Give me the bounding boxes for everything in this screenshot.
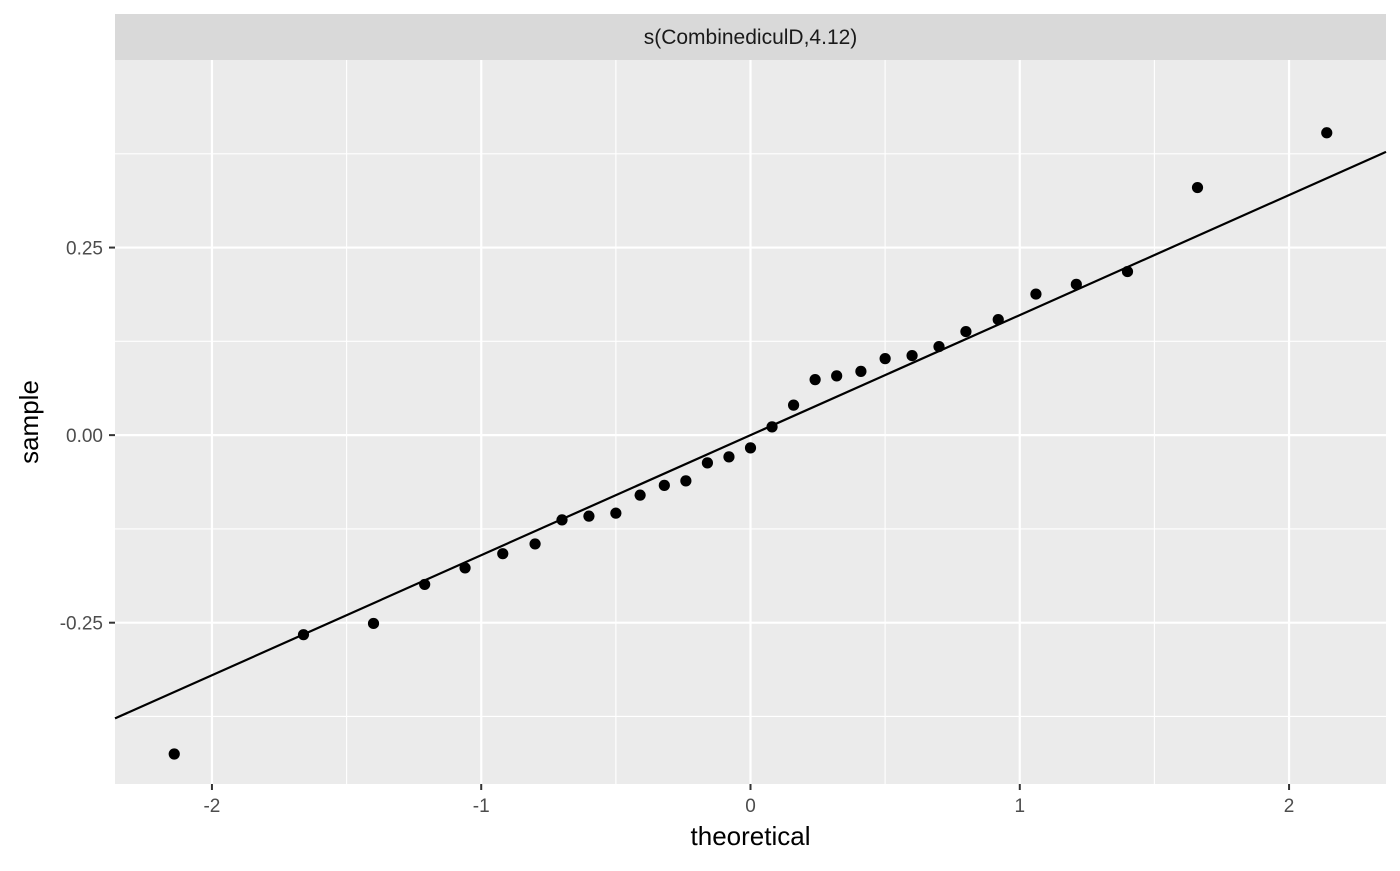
data-point — [1070, 278, 1082, 290]
data-point — [556, 514, 568, 526]
data-point — [933, 340, 945, 353]
data-point — [787, 399, 800, 411]
y-tick-label: 0.00 — [66, 426, 103, 447]
data-point — [723, 451, 735, 463]
x-axis: -2 -1 0 1 2 — [203, 784, 1294, 817]
data-point — [680, 475, 692, 487]
data-point — [701, 457, 714, 469]
data-point — [634, 489, 646, 501]
x-tick-label: 1 — [1014, 796, 1025, 817]
data-point — [658, 479, 670, 491]
data-point — [1191, 181, 1204, 194]
data-point — [1121, 265, 1134, 278]
reference-line — [114, 150, 1387, 720]
y-axis: -0.25 0.00 0.25 — [60, 239, 115, 635]
y-tick-label: 0.25 — [66, 239, 103, 260]
data-point — [1321, 127, 1333, 139]
facet-title: s(CombinediculD,4.12) — [644, 26, 858, 49]
y-tick-label: -0.25 — [60, 614, 103, 635]
x-axis-title: theoretical — [691, 821, 811, 851]
data-point — [419, 578, 431, 591]
data-point — [297, 629, 310, 641]
data-point — [906, 350, 918, 362]
data-point — [960, 325, 972, 338]
data-point — [992, 313, 1004, 326]
data-point — [459, 562, 471, 574]
y-axis-title: sample — [14, 380, 44, 464]
data-point — [1030, 288, 1042, 300]
data-point — [529, 538, 541, 550]
data-point — [831, 370, 843, 382]
data-points — [168, 127, 1333, 760]
data-point — [367, 617, 380, 630]
data-point — [766, 421, 778, 433]
facet-strip — [115, 14, 1386, 60]
x-tick-label: 2 — [1284, 796, 1295, 817]
data-point — [879, 353, 891, 365]
data-point — [855, 365, 867, 377]
data-point — [744, 442, 757, 454]
x-tick-label: -2 — [203, 796, 220, 817]
x-tick-label: -1 — [473, 796, 490, 817]
x-tick-label: 0 — [745, 796, 756, 817]
data-point — [583, 510, 595, 522]
data-point — [168, 748, 180, 760]
data-point — [809, 374, 821, 386]
data-point — [610, 507, 622, 519]
data-point — [497, 548, 509, 560]
